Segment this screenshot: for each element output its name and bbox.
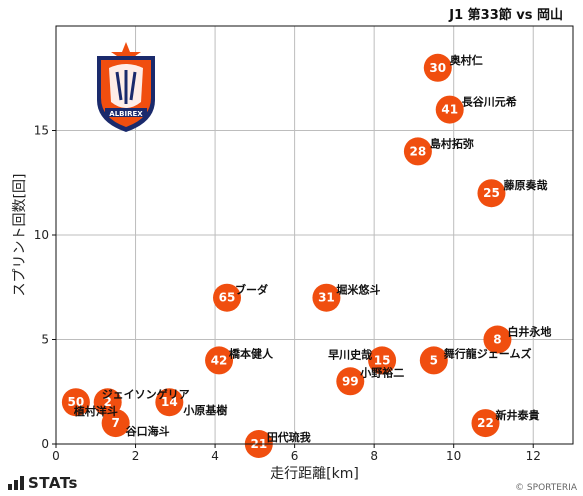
data-point xyxy=(312,283,341,312)
point-number: 22 xyxy=(477,416,494,430)
svg-text:ALBIREX: ALBIREX xyxy=(109,110,143,118)
y-tick-label: 5 xyxy=(41,333,49,347)
player-name-label: 島村拓弥 xyxy=(430,136,474,150)
player-name-label: 新井泰貴 xyxy=(496,408,540,422)
data-point xyxy=(471,409,500,438)
y-tick-label: 15 xyxy=(34,124,49,138)
player-name-label: 藤原奏哉 xyxy=(503,178,547,192)
point-number: 25 xyxy=(483,186,500,200)
data-point xyxy=(368,346,397,375)
data-point xyxy=(155,388,184,417)
copyright: © SPORTERIA xyxy=(515,483,577,493)
player-name-label: 小原基樹 xyxy=(182,403,227,417)
stats-bars-icon xyxy=(8,476,24,490)
y-tick-label: 0 xyxy=(41,437,49,451)
chart-title: J1 第33節 vs 岡山 xyxy=(448,7,563,23)
data-point xyxy=(213,283,242,312)
data-point xyxy=(336,367,365,396)
data-point xyxy=(101,409,130,438)
data-point xyxy=(423,53,452,82)
player-name-label: 奥村仁 xyxy=(449,53,483,67)
point-number: 31 xyxy=(318,291,335,305)
data-point xyxy=(419,346,448,375)
point-number: 15 xyxy=(374,353,391,367)
player-name-label: 白井永地 xyxy=(507,325,551,339)
y-axis-label: スプリント回数[回] xyxy=(12,174,28,297)
point-number: 5 xyxy=(430,353,438,367)
point-number: 8 xyxy=(493,333,501,347)
player-name-label: 田代琉我 xyxy=(267,430,311,444)
y-tick-label: 10 xyxy=(34,228,49,242)
data-point xyxy=(435,95,464,124)
point-number: 30 xyxy=(429,61,446,75)
player-name-label: 橋本健人 xyxy=(229,346,274,360)
point-number: 50 xyxy=(68,395,85,409)
player-name-label: 堀米悠斗 xyxy=(336,283,380,297)
x-tick-label: 4 xyxy=(211,449,219,463)
data-point xyxy=(483,325,512,354)
point-number: 42 xyxy=(211,353,228,367)
x-tick-label: 6 xyxy=(291,449,299,463)
albirex-niigata-crest-icon: ALBIREX xyxy=(97,42,155,132)
point-number: 99 xyxy=(342,374,359,388)
point-number: 65 xyxy=(219,291,236,305)
player-name-label: 長谷川元希 xyxy=(462,95,517,109)
point-number: 41 xyxy=(441,103,458,117)
x-axis-label: 走行距離[km] xyxy=(270,465,359,482)
stats-brand: STATs xyxy=(8,474,78,492)
data-point xyxy=(477,179,506,208)
point-number: 2 xyxy=(104,395,112,409)
data-point xyxy=(403,137,432,166)
player-name-label: ジェイソンゲリア xyxy=(102,387,190,401)
player-name-label: 小野裕二 xyxy=(359,365,404,379)
player-name-label: ブーダ xyxy=(235,283,268,297)
x-tick-label: 8 xyxy=(370,449,378,463)
point-number: 14 xyxy=(161,395,178,409)
player-name-label: 植村洋斗 xyxy=(73,404,118,418)
player-name-label: 谷口海斗 xyxy=(126,424,170,438)
data-point xyxy=(61,388,90,417)
data-point xyxy=(205,346,234,375)
point-number: 7 xyxy=(111,416,119,430)
x-tick-label: 0 xyxy=(52,449,60,463)
stats-label: STATs xyxy=(28,474,78,492)
player-name-label: 早川史哉 xyxy=(328,347,372,361)
x-tick-label: 10 xyxy=(446,449,461,463)
axis-ticks: 0 2 4 6 8 10 12 0 5 10 15 xyxy=(34,124,541,464)
point-number: 28 xyxy=(410,144,427,158)
x-tick-label: 2 xyxy=(132,449,140,463)
player-name-label: 舞行龍ジェームズ xyxy=(444,346,532,360)
x-tick-label: 12 xyxy=(526,449,541,463)
